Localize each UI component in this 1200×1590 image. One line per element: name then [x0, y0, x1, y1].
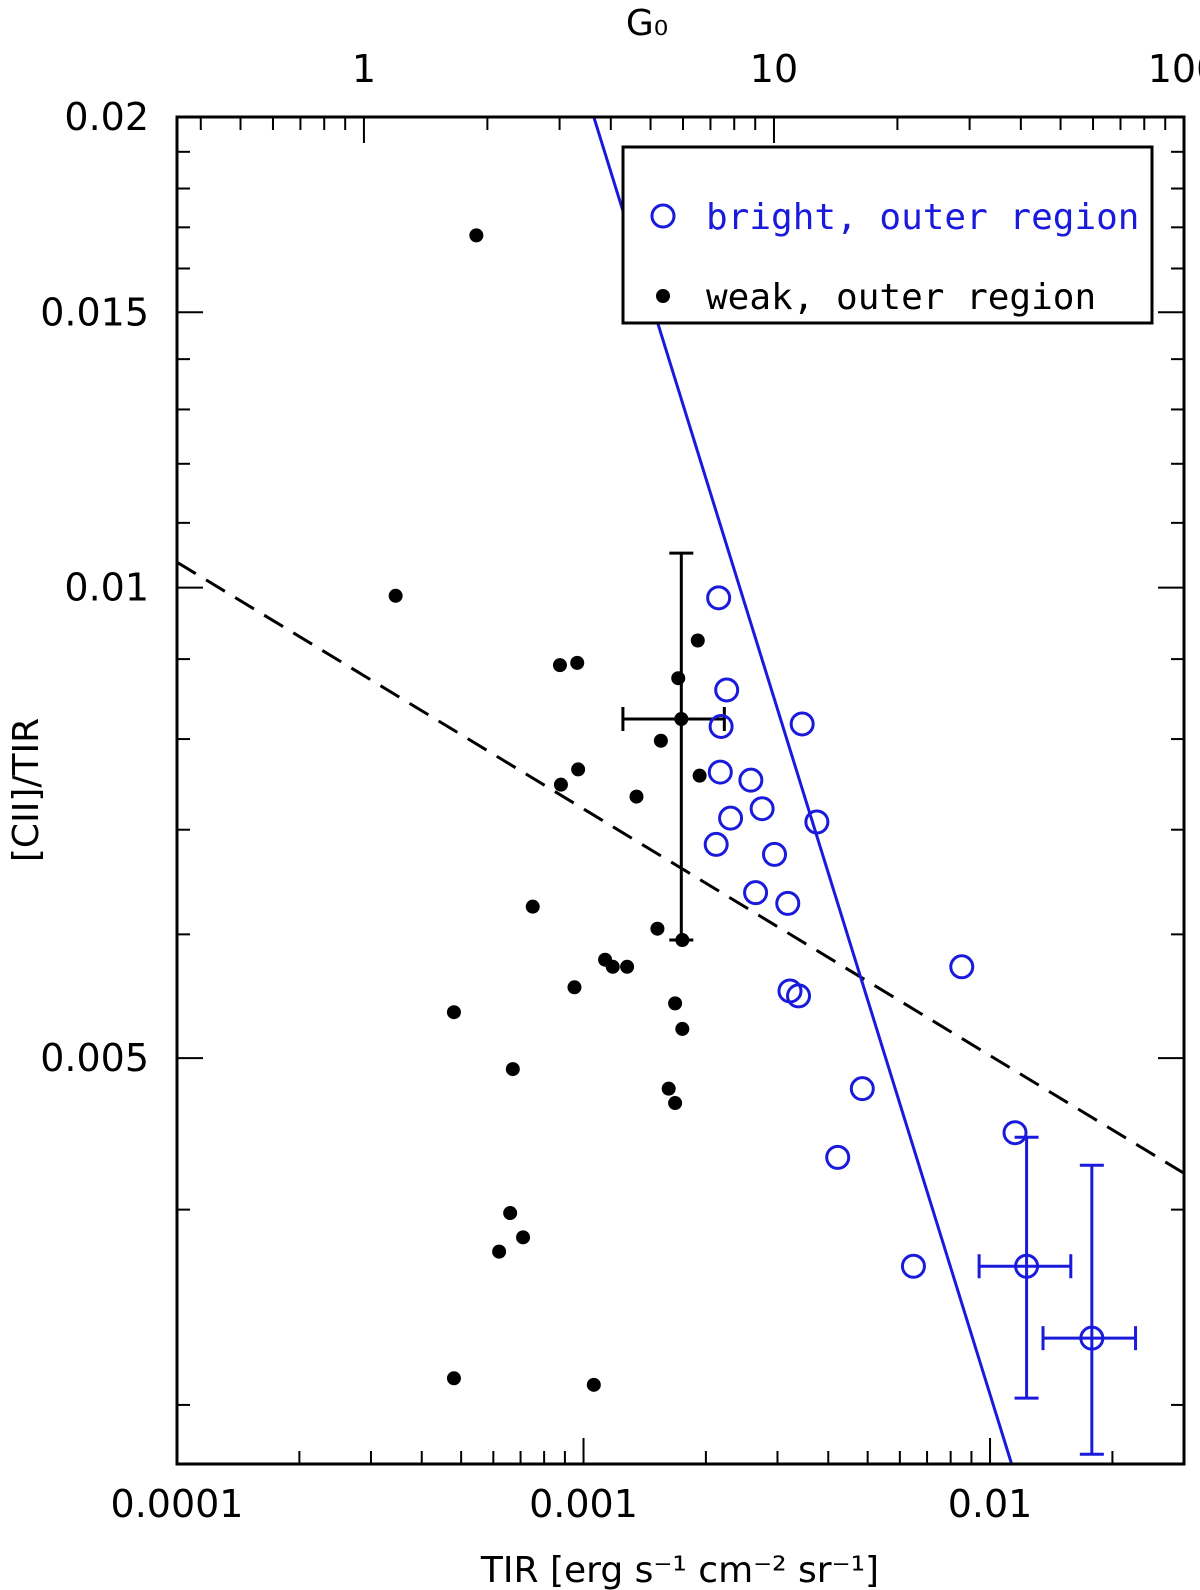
y-tick-label: 0.01 [64, 566, 149, 610]
x-tick-label: 0.0001 [111, 1482, 244, 1526]
bright-point [786, 983, 812, 1009]
bright-point [707, 759, 733, 785]
bright-point [706, 585, 732, 611]
y-tick-label: 0.02 [64, 95, 149, 139]
weak-point [671, 671, 686, 686]
y-axis-title: [CII]/TIR [6, 718, 47, 862]
weak-point [567, 980, 582, 995]
weak-point [605, 959, 620, 974]
weak-point [388, 588, 403, 603]
weak-point [692, 768, 707, 783]
error-bar-point [1014, 1253, 1040, 1279]
weak-point [620, 959, 635, 974]
weak-point [675, 1021, 690, 1036]
legend-marker-weak [656, 289, 670, 303]
weak-point [469, 228, 484, 243]
top-tick-label: 10 [750, 47, 798, 91]
error-bar [1041, 1163, 1138, 1456]
weak-point [690, 633, 705, 648]
bright-point [714, 677, 740, 703]
bright-point [1002, 1120, 1028, 1146]
weak-point [553, 777, 568, 792]
legend-label-weak: weak, outer region [706, 277, 1096, 318]
bright-point [703, 831, 729, 857]
x-tick-label: 0.01 [948, 1482, 1033, 1526]
weak-point [650, 921, 665, 936]
weak-point [675, 933, 690, 948]
legend: bright, outer region weak, outer region [621, 145, 1154, 325]
weak-point [570, 655, 585, 670]
bright-point [825, 1144, 851, 1170]
bright-point [849, 1076, 875, 1102]
weak-point [525, 899, 540, 914]
weak-point [571, 762, 586, 777]
error-bar-point [1079, 1325, 1105, 1351]
y-tick-label: 0.005 [40, 1036, 149, 1080]
weak-point [446, 1005, 461, 1020]
bright-point [804, 809, 830, 835]
legend-marker-bright [650, 203, 676, 229]
weak-point [503, 1206, 518, 1221]
weak-point [653, 733, 668, 748]
bright-point [949, 954, 975, 980]
weak-point [505, 1062, 520, 1077]
bright-point [708, 713, 734, 739]
bright-point [743, 880, 769, 906]
bright-point [738, 767, 764, 793]
axis-ticks [176, 116, 1185, 1464]
bright-point [900, 1253, 926, 1279]
error-bars [621, 551, 1138, 1456]
bright-point [749, 796, 775, 822]
top-tick-label: 1 [352, 47, 376, 91]
legend-box [621, 145, 1154, 325]
top-axis-title: G₀ [626, 3, 668, 44]
weak-point [446, 1371, 461, 1386]
weak-point [492, 1244, 507, 1259]
error-bar [977, 1135, 1073, 1400]
weak-point [552, 658, 567, 673]
bright-point [775, 890, 801, 916]
weak-point [629, 789, 644, 804]
bright-point [789, 711, 815, 737]
weak-point [516, 1230, 531, 1245]
plot-frame [175, 115, 1186, 1466]
error-bar [621, 551, 726, 942]
data-points [388, 228, 1028, 1392]
legend-label-bright: bright, outer region [706, 197, 1139, 238]
x-axis-title: TIR [erg s⁻¹ cm⁻² sr⁻¹] [480, 1550, 879, 1590]
bright-point [762, 841, 788, 867]
tick-labels: 0.0001 0.001 0.01 1 10 100 0.005 0.01 0.015 0.02 [40, 47, 1200, 1526]
weak-point [661, 1081, 676, 1096]
x-tick-label: 0.001 [529, 1482, 638, 1526]
weak-point [586, 1377, 601, 1392]
weak-point [668, 1096, 683, 1111]
fit-line-solid [592, 116, 1014, 1465]
y-tick-label: 0.015 [40, 290, 149, 334]
weak-point [668, 996, 683, 1011]
top-tick-label: 100 [1148, 47, 1200, 91]
error-bar-point [674, 711, 689, 726]
bright-point [718, 805, 744, 831]
